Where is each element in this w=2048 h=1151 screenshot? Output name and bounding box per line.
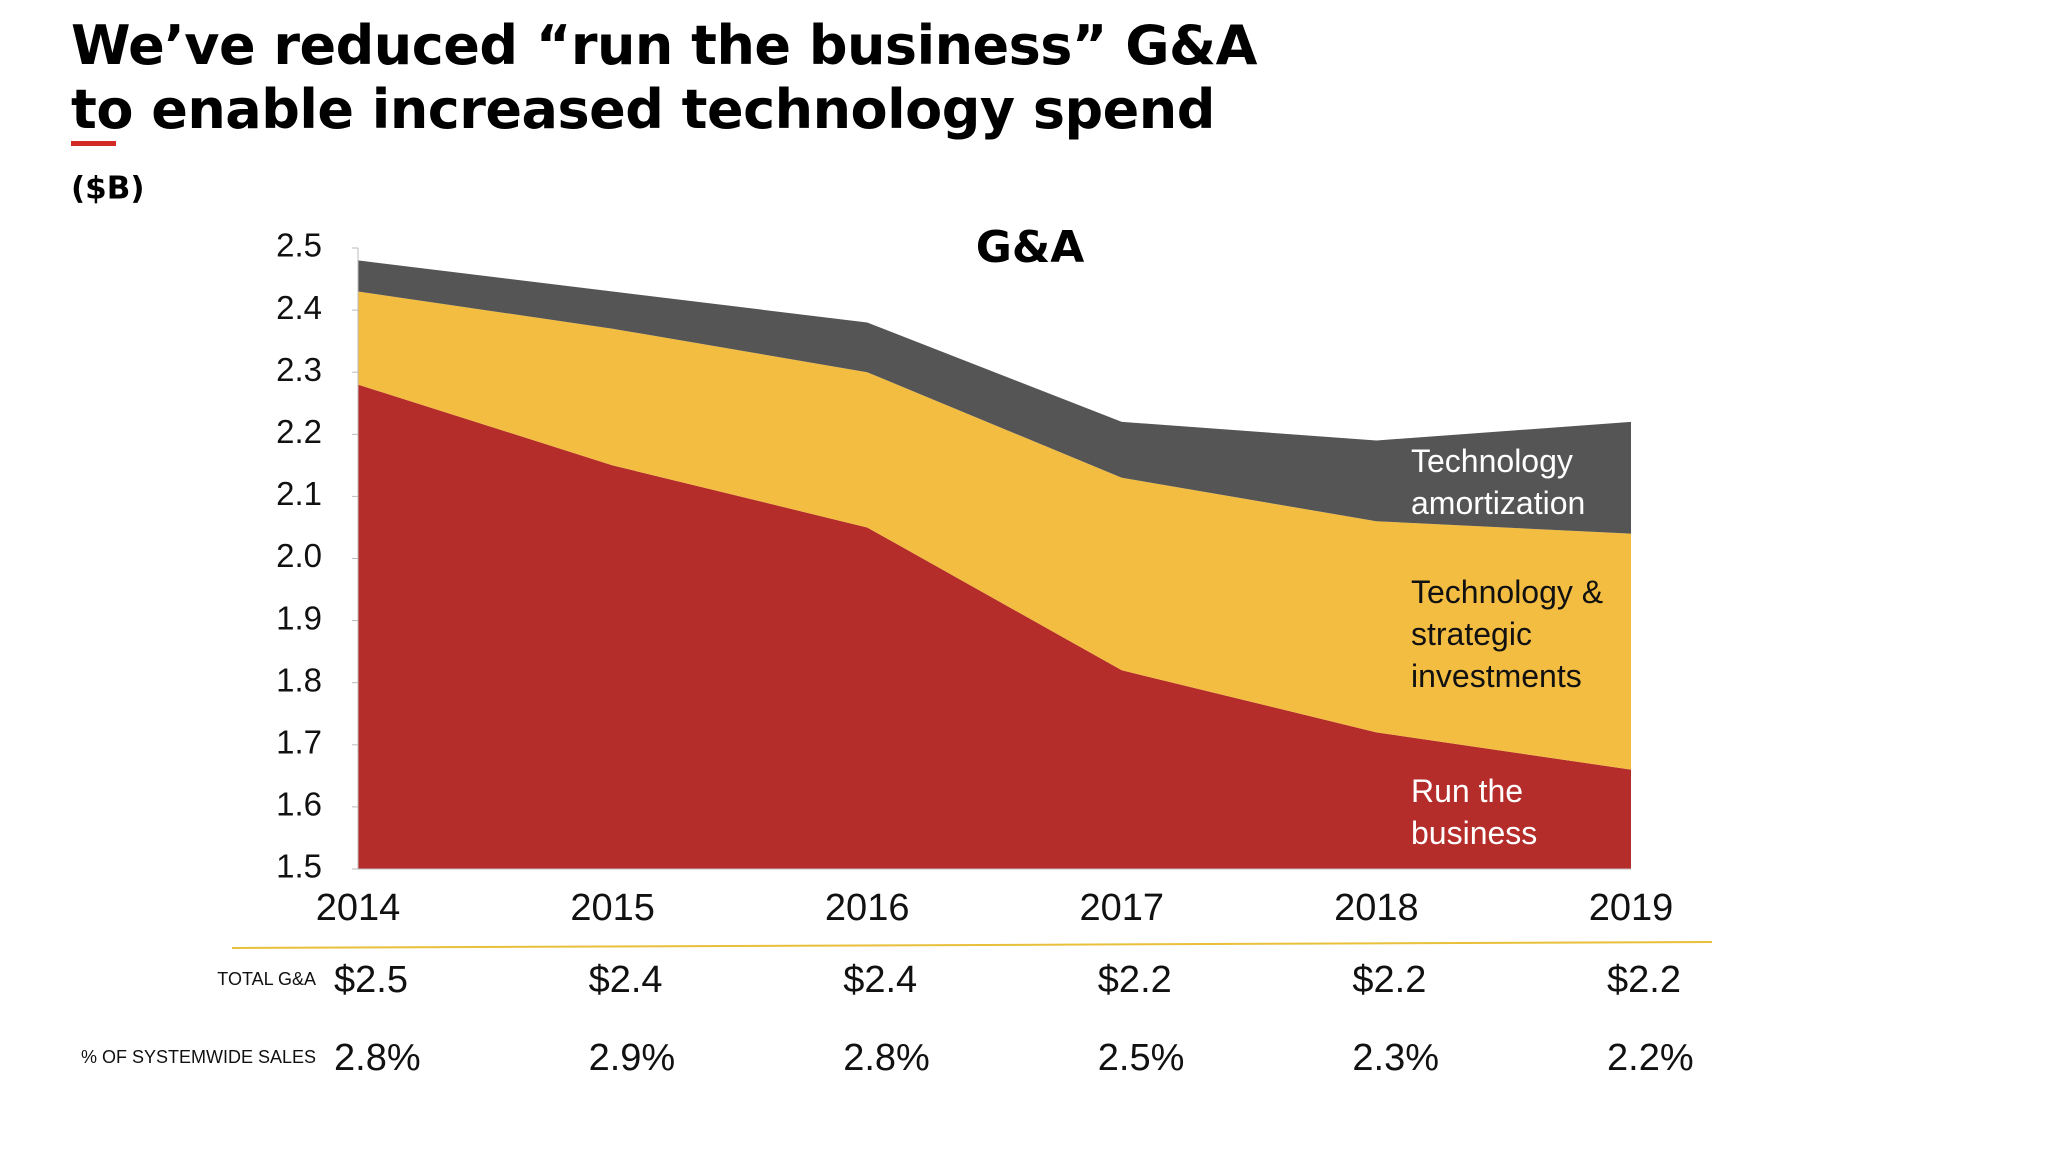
y-tick-label: 1.7 (276, 724, 322, 761)
row-label: % OF SYSTEMWIDE SALES (81, 1047, 316, 1067)
y-tick-label: 2.0 (276, 537, 322, 574)
table-cell: 2.3% (1352, 1037, 1439, 1079)
table-cell: $2.4 (843, 959, 917, 1001)
y-tick-label: 1.8 (276, 661, 322, 698)
x-tick-label: 2019 (1589, 887, 1674, 929)
table-cell: 2.2% (1607, 1037, 1694, 1079)
x-tick-label: 2015 (570, 887, 655, 929)
series-label: Technology amortization (1411, 443, 1586, 521)
y-tick-label: 2.3 (276, 351, 322, 388)
table-cell: 2.8% (843, 1037, 930, 1079)
y-tick-label: 1.5 (276, 848, 322, 885)
area (358, 291, 1631, 770)
x-tick-label: 2016 (825, 887, 910, 929)
chart-title: G&A (976, 222, 1085, 273)
x-tick-label: 2018 (1334, 887, 1419, 929)
x-tick-label: 2017 (1080, 887, 1165, 929)
table-cell: $2.4 (589, 959, 663, 1001)
unit-label: ($B) (71, 171, 145, 207)
y-tick-label: 1.6 (276, 786, 322, 823)
series-label: Run the business (1411, 773, 1538, 851)
title: We’ve reduced “run the business” G&A to … (71, 14, 1257, 142)
area (358, 260, 1631, 534)
separator (231, 941, 1713, 949)
table-cell: 2.9% (589, 1037, 676, 1079)
table-cell: $2.5 (334, 959, 408, 1001)
series-label: Technology & strategic investments (1411, 574, 1604, 694)
title-line: We’ve reduced “run the business” G&A (71, 14, 1257, 77)
table-cell: 2.5% (1098, 1037, 1185, 1079)
table-cell: $2.2 (1352, 959, 1426, 1001)
area (358, 384, 1631, 869)
table-cell: $2.2 (1607, 959, 1681, 1001)
y-tick-label: 2.2 (276, 413, 322, 450)
table-cell: 2.8% (334, 1037, 421, 1079)
y-tick-label: 2.4 (276, 289, 322, 326)
row-label: TOTAL G&A (217, 969, 316, 989)
x-tick-label: 2014 (316, 887, 401, 929)
table-cell: $2.2 (1098, 959, 1172, 1001)
title-underline (71, 141, 116, 146)
title-line: to enable increased technology spend (71, 78, 1215, 141)
y-tick-label: 1.9 (276, 599, 322, 636)
y-tick-label: 2.1 (276, 475, 322, 512)
y-tick-label: 2.5 (276, 227, 322, 264)
